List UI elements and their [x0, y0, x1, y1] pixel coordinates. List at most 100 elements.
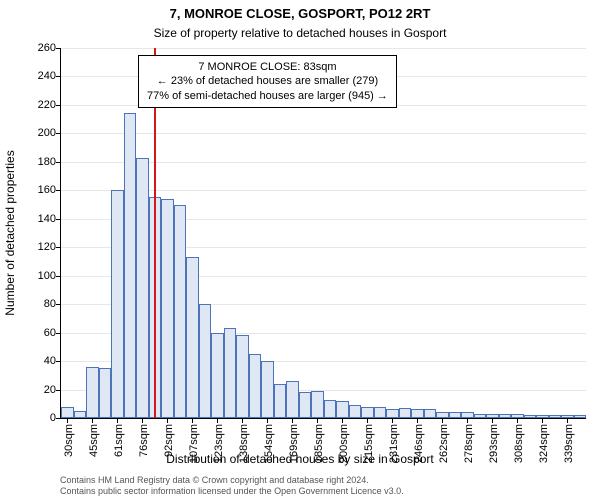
- y-tick: [56, 48, 61, 49]
- x-tick: [417, 418, 418, 423]
- x-tick-label: 169sqm: [288, 424, 300, 463]
- histogram-bar: [299, 392, 312, 418]
- x-tick-label: 278sqm: [463, 424, 475, 463]
- y-tick-label: 160: [16, 184, 56, 196]
- x-tick-label: 123sqm: [213, 424, 225, 463]
- y-tick-label: 240: [16, 70, 56, 82]
- histogram-bar: [224, 328, 237, 418]
- histogram-bar: [286, 381, 299, 418]
- histogram-bar: [336, 401, 349, 418]
- x-tick: [142, 418, 143, 423]
- histogram-bar: [449, 412, 462, 418]
- y-tick: [56, 219, 61, 220]
- histogram-bar: [274, 384, 287, 418]
- annotation-box: 7 MONROE CLOSE: 83sqm← 23% of detached h…: [138, 55, 397, 108]
- y-tick-label: 260: [16, 42, 56, 54]
- x-tick-label: 339sqm: [563, 424, 575, 463]
- histogram-bar: [174, 205, 187, 418]
- y-tick: [56, 247, 61, 248]
- annotation-line: ← 23% of detached houses are smaller (27…: [147, 74, 388, 88]
- y-tick-label: 180: [16, 156, 56, 168]
- y-tick: [56, 276, 61, 277]
- histogram-bar: [236, 335, 249, 418]
- gridline: [61, 133, 586, 134]
- histogram-bar: [349, 405, 362, 418]
- x-tick: [67, 418, 68, 423]
- x-tick-label: 154sqm: [263, 424, 275, 463]
- x-tick-label: 231sqm: [388, 424, 400, 463]
- x-tick: [267, 418, 268, 423]
- x-tick: [367, 418, 368, 423]
- histogram-bar: [524, 415, 537, 418]
- y-tick: [56, 190, 61, 191]
- y-tick-label: 120: [16, 241, 56, 253]
- chart-subtitle: Size of property relative to detached ho…: [0, 26, 600, 40]
- x-tick: [392, 418, 393, 423]
- histogram-bar: [61, 407, 74, 418]
- histogram-bar: [386, 409, 399, 418]
- x-tick: [117, 418, 118, 423]
- x-tick: [467, 418, 468, 423]
- x-tick: [92, 418, 93, 423]
- histogram-bar: [261, 361, 274, 418]
- histogram-bar: [249, 354, 262, 418]
- x-tick-label: 185sqm: [313, 424, 325, 463]
- y-tick-label: 40: [16, 355, 56, 367]
- chart-container: { "chart": { "type": "histogram", "title…: [0, 0, 600, 500]
- histogram-bar: [99, 368, 112, 418]
- histogram-bar: [549, 415, 562, 418]
- x-tick-label: 262sqm: [438, 424, 450, 463]
- chart-title: 7, MONROE CLOSE, GOSPORT, PO12 2RT: [0, 6, 600, 21]
- x-tick: [567, 418, 568, 423]
- x-tick: [167, 418, 168, 423]
- x-tick-label: 324sqm: [538, 424, 550, 463]
- x-tick-label: 138sqm: [238, 424, 250, 463]
- histogram-bar: [361, 407, 374, 418]
- histogram-bar: [161, 199, 174, 418]
- y-tick-label: 220: [16, 99, 56, 111]
- histogram-bar: [311, 391, 324, 418]
- histogram-bar: [74, 411, 87, 418]
- annotation-line: 77% of semi-detached houses are larger (…: [147, 89, 388, 103]
- attribution: Contains HM Land Registry data © Crown c…: [60, 475, 404, 497]
- histogram-bar: [199, 304, 212, 418]
- y-tick-label: 20: [16, 384, 56, 396]
- x-tick-label: 246sqm: [413, 424, 425, 463]
- histogram-bar: [411, 409, 424, 418]
- histogram-bar: [124, 113, 137, 418]
- y-tick-label: 0: [16, 412, 56, 424]
- gridline: [61, 48, 586, 49]
- y-tick-label: 60: [16, 327, 56, 339]
- x-tick-label: 92sqm: [163, 424, 175, 457]
- x-tick: [317, 418, 318, 423]
- x-tick-label: 30sqm: [63, 424, 75, 457]
- histogram-bar: [136, 158, 149, 418]
- y-tick: [56, 361, 61, 362]
- attribution-line1: Contains HM Land Registry data © Crown c…: [60, 475, 404, 486]
- x-tick: [342, 418, 343, 423]
- y-tick: [56, 418, 61, 419]
- x-tick-label: 308sqm: [513, 424, 525, 463]
- histogram-bar: [111, 190, 124, 418]
- x-tick-label: 293sqm: [488, 424, 500, 463]
- y-tick: [56, 133, 61, 134]
- x-tick: [492, 418, 493, 423]
- x-tick-label: 200sqm: [338, 424, 350, 463]
- x-tick-label: 61sqm: [113, 424, 125, 457]
- y-tick: [56, 390, 61, 391]
- x-tick-label: 45sqm: [88, 424, 100, 457]
- y-tick-label: 200: [16, 127, 56, 139]
- y-tick: [56, 333, 61, 334]
- histogram-bar: [399, 408, 412, 418]
- x-tick: [217, 418, 218, 423]
- x-tick: [192, 418, 193, 423]
- attribution-line2: Contains public sector information licen…: [60, 486, 404, 497]
- x-tick: [242, 418, 243, 423]
- y-tick-label: 140: [16, 213, 56, 225]
- x-tick: [517, 418, 518, 423]
- x-tick: [442, 418, 443, 423]
- histogram-bar: [186, 257, 199, 418]
- x-tick-label: 107sqm: [188, 424, 200, 463]
- histogram-bar: [474, 414, 487, 418]
- histogram-bar: [211, 333, 224, 418]
